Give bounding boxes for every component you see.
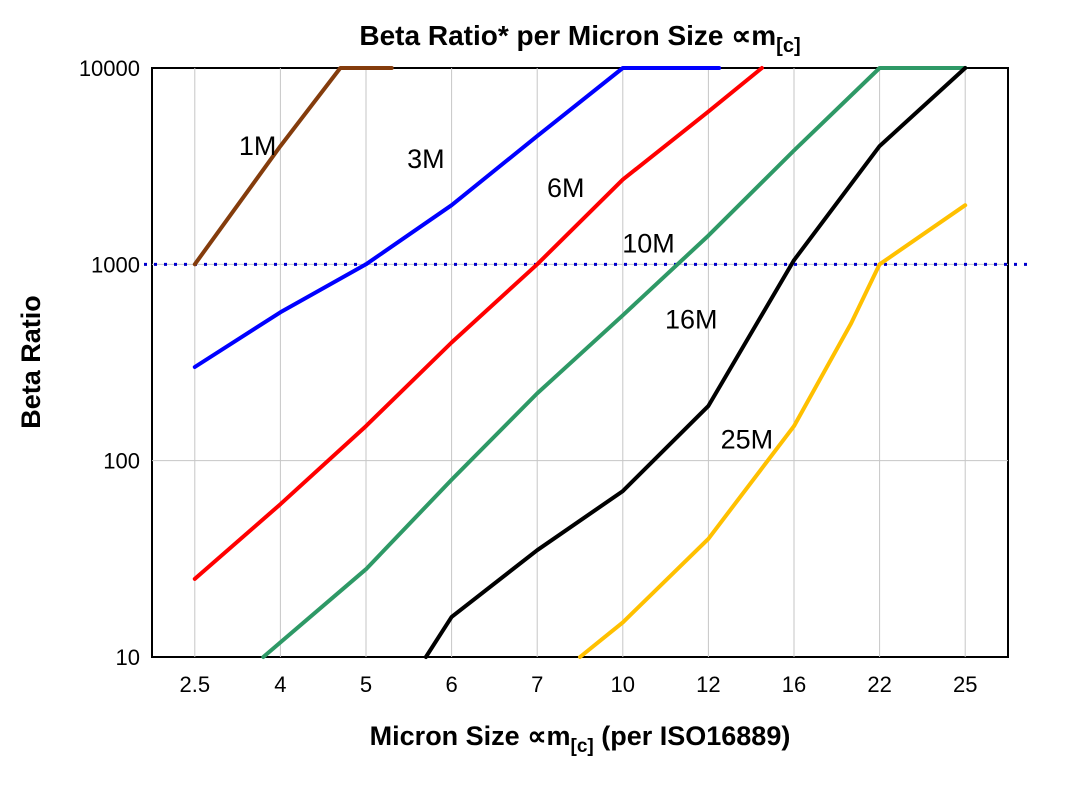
x-tick-label-12: 12 bbox=[696, 672, 720, 697]
chart-title-subscript: [c] bbox=[776, 35, 800, 57]
y-tick-label-1000: 1000 bbox=[91, 252, 140, 277]
series-label-25M: 25M bbox=[721, 425, 774, 455]
series-label-6M: 6M bbox=[547, 173, 585, 203]
series-label-1M: 1M bbox=[239, 131, 277, 161]
series-line-16M bbox=[423, 66, 968, 659]
y-axis-title: Beta Ratio bbox=[16, 295, 46, 429]
x-tick-label-10: 10 bbox=[611, 672, 635, 697]
x-tick-label-25: 25 bbox=[953, 672, 977, 697]
series-line-6M bbox=[192, 66, 764, 581]
x-axis-title-suffix: (per ISO16889) bbox=[594, 721, 791, 751]
y-tick-label-10000: 10000 bbox=[79, 56, 140, 81]
series-label-3M: 3M bbox=[407, 144, 445, 174]
x-axis-title-subscript: [c] bbox=[571, 736, 594, 757]
chart-title: Beta Ratio* per Micron Size ∝m[c] bbox=[359, 20, 800, 57]
x-tick-label-7: 7 bbox=[531, 672, 543, 697]
x-tick-label-2.5: 2.5 bbox=[180, 672, 211, 697]
series-line-10M bbox=[261, 66, 968, 659]
x-tick-label-22: 22 bbox=[867, 672, 891, 697]
x-axis-title-main: Micron Size ∝m bbox=[370, 721, 571, 751]
series-label-10M: 10M bbox=[622, 228, 675, 258]
series-line-1M bbox=[192, 66, 394, 267]
y-tick-label-10: 10 bbox=[116, 645, 140, 670]
chart-title-main: Beta Ratio* per Micron Size ∝m bbox=[359, 20, 776, 51]
series-line-3M bbox=[192, 66, 722, 369]
series-label-16M: 16M bbox=[665, 305, 718, 335]
x-tick-label-16: 16 bbox=[782, 672, 806, 697]
x-axis-title: Micron Size ∝m[c] (per ISO16889) bbox=[370, 721, 791, 757]
series-line-25M bbox=[578, 203, 968, 659]
x-tick-label-4: 4 bbox=[274, 672, 286, 697]
y-tick-label-100: 100 bbox=[103, 449, 140, 474]
x-tick-label-6: 6 bbox=[445, 672, 457, 697]
plot-area: 1M 3M 6M 10M 16M 25M 10 100 1000 10000 2.5 4 5 6 7 10 12… bbox=[79, 56, 1028, 697]
x-tick-label-5: 5 bbox=[360, 672, 372, 697]
